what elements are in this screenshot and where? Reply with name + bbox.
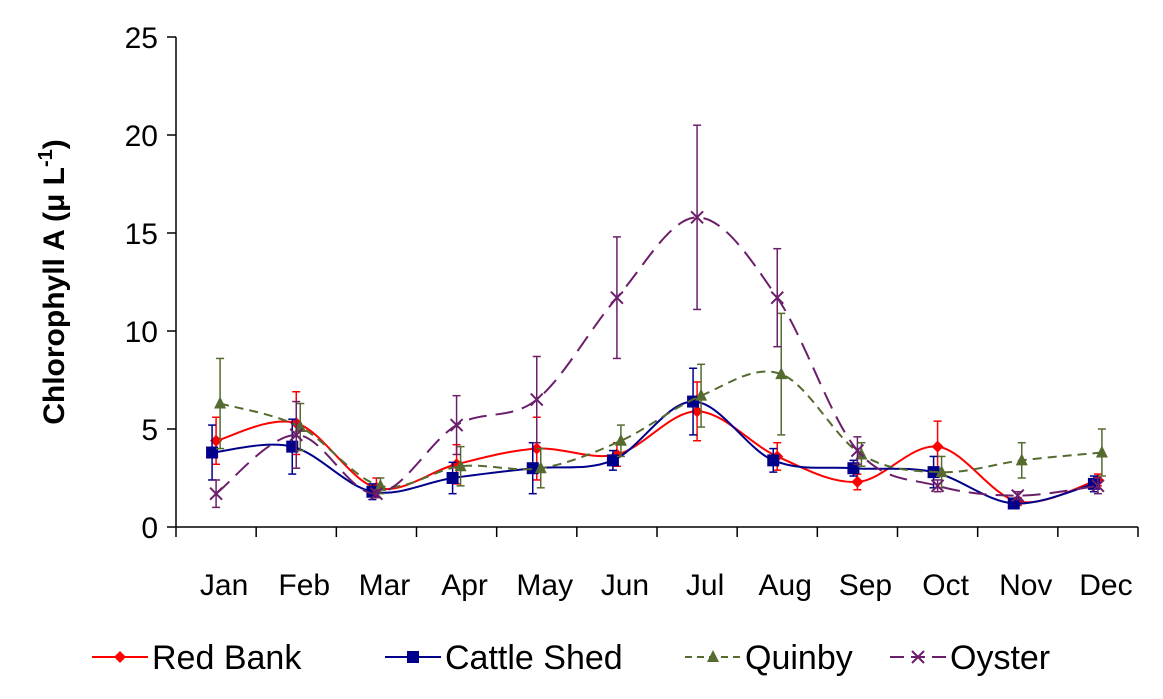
marker-stroke xyxy=(1091,479,1105,493)
y-tick-label: 15 xyxy=(125,218,158,251)
data-point xyxy=(691,405,704,418)
legend-item-oyster: Oyster xyxy=(890,639,1050,677)
series-line-red-bank xyxy=(215,410,1099,504)
legend-item-cattle-shed: Cattle Shed xyxy=(385,639,623,677)
x-tick-label: Apr xyxy=(441,569,488,602)
data-point xyxy=(606,454,619,467)
x-tick-label: Mar xyxy=(359,569,411,602)
marker-stroke xyxy=(850,443,865,458)
x-tick-label: Sep xyxy=(839,569,892,602)
x-tick-label: Jan xyxy=(200,569,248,602)
x-tick-label: Feb xyxy=(278,569,330,602)
data-point xyxy=(767,454,780,467)
data-point xyxy=(1011,488,1025,503)
marker-stroke xyxy=(930,479,945,493)
legend-item-red-bank: Red Bank xyxy=(92,639,302,677)
y-axis-label-main: Chlorophyll A (μ L xyxy=(38,167,71,425)
data-point xyxy=(374,478,387,491)
legend-label: Cattle Shed xyxy=(445,639,623,677)
y-axis-label: Chlorophyll A (μ L-1) xyxy=(35,139,71,425)
marker-stroke xyxy=(289,428,303,442)
data-point xyxy=(930,479,945,493)
data-point xyxy=(1091,479,1105,493)
series-line-oyster xyxy=(215,216,1099,497)
series-line-cattle-shed xyxy=(212,400,1095,505)
data-point xyxy=(614,433,627,446)
marker-stroke xyxy=(911,650,925,664)
legend-item-quinby: Quinby xyxy=(685,639,853,677)
legend-swatch-marker xyxy=(707,650,719,662)
y-tick-label: 5 xyxy=(141,414,158,447)
legend: Red Bank Cattle Shed Quinby Oyster xyxy=(92,639,1050,677)
data-point xyxy=(935,465,948,478)
data-point xyxy=(294,420,307,433)
marker-stroke xyxy=(449,418,464,432)
marker-stroke xyxy=(209,486,223,501)
marker-stroke xyxy=(690,210,704,225)
legend-label: Red Bank xyxy=(152,639,302,677)
data-point xyxy=(534,461,547,474)
marker-stroke xyxy=(1011,488,1025,503)
series-red-bank xyxy=(210,381,1104,508)
data-point xyxy=(695,388,708,401)
marker-stroke xyxy=(530,392,544,407)
data-point xyxy=(775,367,788,380)
data-point xyxy=(770,290,784,305)
data-point xyxy=(851,475,864,488)
x-tick-label: Oct xyxy=(922,569,969,602)
data-point xyxy=(214,396,227,409)
data-point xyxy=(369,486,384,501)
data-point xyxy=(209,486,223,501)
data-point xyxy=(850,443,865,458)
y-axis-label-close: ) xyxy=(38,139,71,149)
legend-swatch-marker xyxy=(407,651,419,663)
data-point xyxy=(206,446,219,459)
data-point xyxy=(610,290,624,305)
series-line-quinby xyxy=(219,370,1103,488)
marker-stroke xyxy=(369,486,384,501)
data-point xyxy=(690,210,704,225)
legend-swatch-marker xyxy=(114,651,126,663)
data-point xyxy=(847,462,860,475)
data-point xyxy=(210,434,223,447)
data-point xyxy=(446,472,459,484)
axes: 0 5 10 15 20 25 Jan Feb Mar Apr May Jun Jul Aug Sep Oct… xyxy=(125,22,1139,602)
series-layer xyxy=(206,124,1108,510)
data-point xyxy=(449,418,464,432)
y-tick-label: 10 xyxy=(125,316,158,349)
data-point xyxy=(1095,445,1108,458)
data-point xyxy=(530,392,544,407)
marker-stroke xyxy=(770,290,784,305)
x-tick-label: Jul xyxy=(686,569,724,602)
y-tick-label: 20 xyxy=(125,120,158,153)
data-point xyxy=(1015,453,1028,466)
series-oyster xyxy=(209,124,1105,509)
marker-stroke xyxy=(610,290,624,305)
y-axis-label-sup: -1 xyxy=(35,149,57,167)
data-point xyxy=(687,395,700,408)
x-tick-label: Nov xyxy=(999,569,1052,602)
y-tick-label: 0 xyxy=(141,512,158,545)
y-tick-label: 25 xyxy=(125,22,158,55)
legend-swatch-marker xyxy=(911,650,925,664)
data-point xyxy=(1007,497,1020,510)
x-tick-label: Jun xyxy=(601,569,649,602)
legend-label: Oyster xyxy=(950,639,1050,677)
x-tick-label: May xyxy=(516,569,573,602)
data-point xyxy=(286,440,299,453)
legend-label: Quinby xyxy=(745,639,853,677)
series-quinby xyxy=(214,312,1108,495)
data-point xyxy=(289,428,303,442)
series-cattle-shed xyxy=(206,367,1100,510)
data-point xyxy=(931,440,944,453)
x-tick-label: Dec xyxy=(1079,569,1132,602)
data-point xyxy=(454,459,467,472)
x-tick-label: Aug xyxy=(759,569,812,602)
